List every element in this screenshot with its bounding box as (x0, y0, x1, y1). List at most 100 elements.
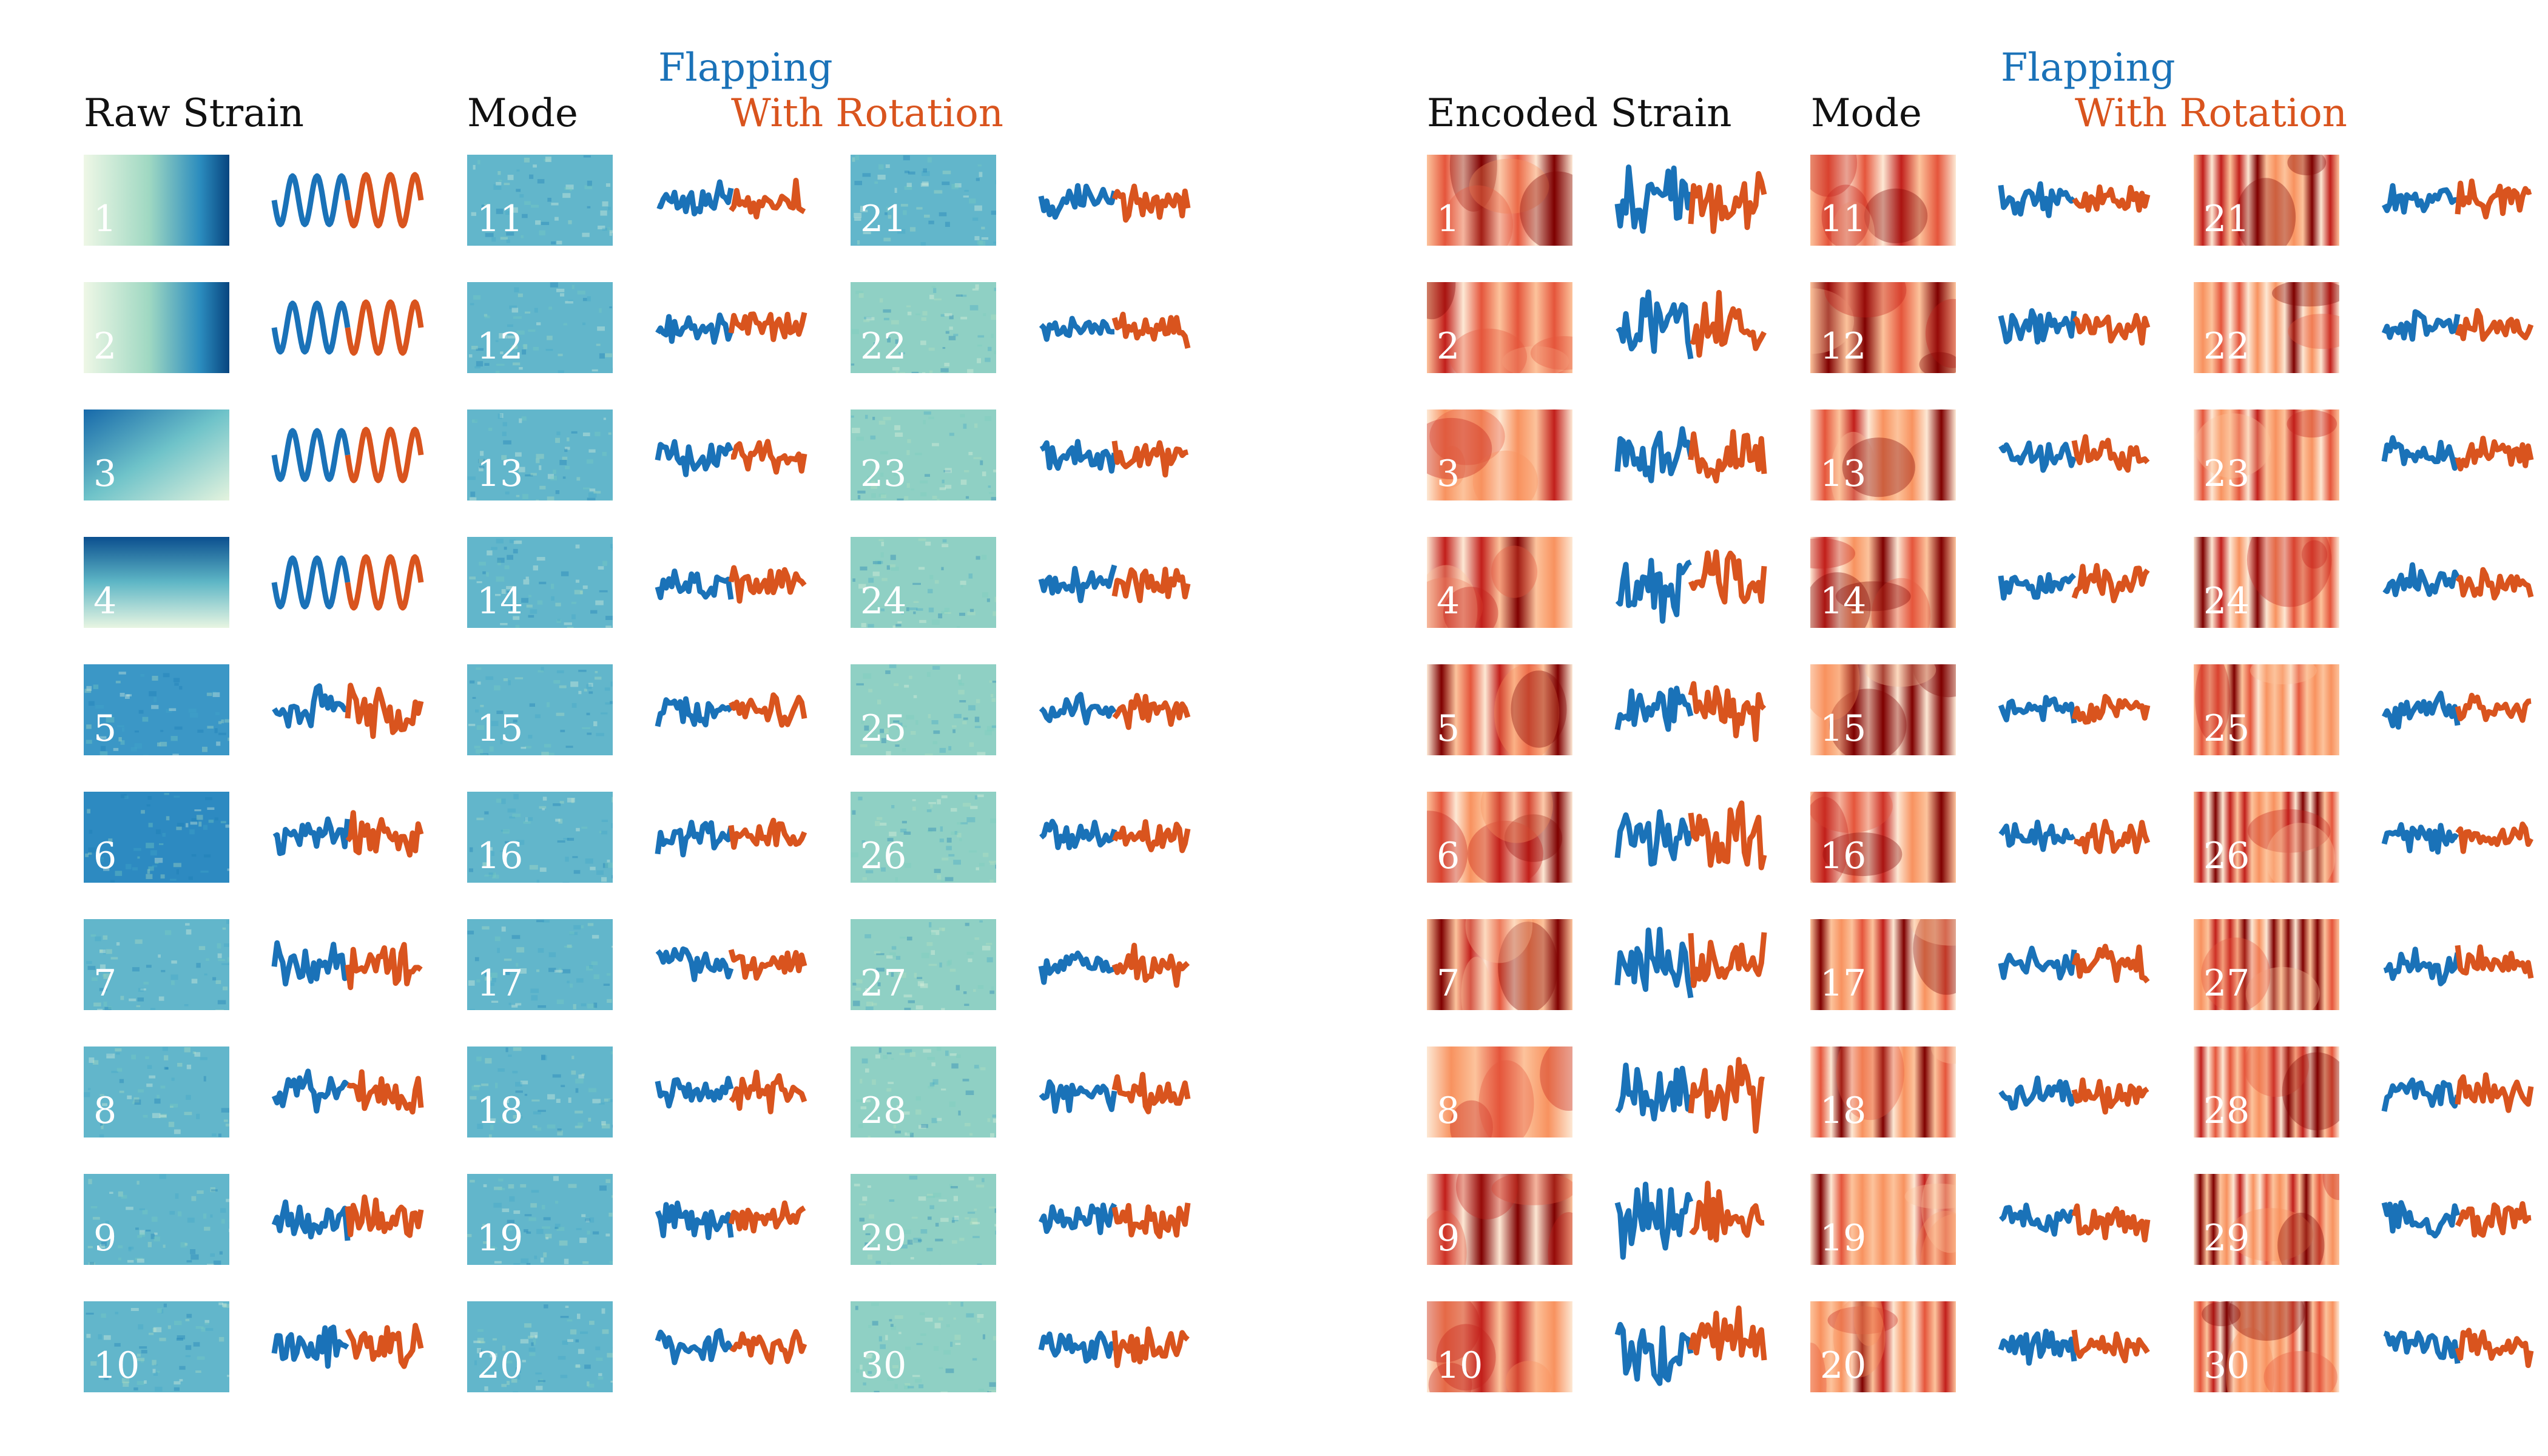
flapping-trace-line (655, 820, 734, 858)
flapping-trace-line (1998, 945, 2077, 981)
mode-number-label: 11 (1820, 198, 1867, 240)
rotation-trace-line (729, 178, 806, 220)
rotation-trace-line (728, 1200, 806, 1234)
rotation-trace-line (2455, 821, 2533, 854)
mode-number-label: 15 (477, 707, 524, 750)
raw-mode-trace (1038, 1326, 1190, 1369)
mode-number-label: 2 (93, 325, 117, 368)
flapping-trace-line (656, 179, 734, 217)
rotation-trace-line (2455, 178, 2532, 220)
rotation-trace-line (345, 172, 424, 229)
header-mode-raw: Mode (467, 91, 578, 136)
raw-mode-trace (271, 299, 424, 356)
flapping-trace-line (1614, 164, 1694, 234)
flapping-trace-line (655, 1076, 734, 1109)
raw-mode-trace (1038, 183, 1191, 223)
flapping-trace-line (1616, 289, 1694, 360)
rotation-trace-line (345, 682, 424, 740)
rotation-trace-line (728, 692, 807, 728)
raw-mode-trace (655, 946, 807, 982)
flapping-trace-line (655, 568, 734, 601)
mode-number-label: 11 (477, 198, 524, 240)
encoded-mode-image: 13 (1810, 410, 1956, 500)
raw-mode-trace (655, 1328, 807, 1366)
encoded-mode-image: 11 (1810, 155, 1956, 246)
raw-mode-trace (655, 692, 807, 728)
encoded-mode-image: 3 (1427, 410, 1572, 500)
mode-number-label: 8 (93, 1090, 117, 1132)
raw-mode-image: 24 (851, 537, 996, 628)
raw-mode-image: 20 (467, 1301, 613, 1392)
rotation-trace-line (2455, 1201, 2532, 1238)
encoded-mode-trace (2381, 308, 2534, 342)
encoded-mode-trace (1998, 693, 2151, 725)
encoded-mode-image: 26 (2194, 792, 2339, 883)
encoded-mode-trace (1615, 1057, 1765, 1134)
encoded-mode-image: 18 (1810, 1046, 1956, 1138)
encoded-mode-image: 5 (1427, 664, 1572, 755)
mode-number-label: 2 (1437, 325, 1460, 368)
raw-mode-trace (1038, 564, 1191, 604)
flapping-trace-line (271, 300, 351, 355)
rotation-trace-line (2072, 312, 2151, 346)
mode-number-label: 17 (477, 962, 524, 1005)
rotation-trace-line (1111, 567, 1191, 604)
rotation-trace-line (728, 311, 807, 342)
mode-number-label: 7 (1437, 962, 1460, 1005)
encoded-mode-image: 7 (1427, 919, 1572, 1010)
raw-mode-image: 23 (851, 410, 996, 500)
flapping-trace-line (1038, 950, 1116, 985)
flapping-trace-line (1614, 1181, 1694, 1260)
mode-number-label: 5 (1437, 707, 1460, 750)
mode-number-label: 14 (477, 580, 524, 622)
encoded-mode-image: 12 (1810, 282, 1956, 373)
mode-number-label: 27 (2203, 962, 2250, 1005)
raw-mode-image: 19 (467, 1174, 613, 1265)
flapping-trace-line (272, 816, 351, 857)
raw-mode-image: 28 (851, 1046, 996, 1138)
raw-mode-trace (1039, 692, 1191, 730)
flapping-trace-line (1615, 1062, 1694, 1122)
rotation-trace-line (1688, 549, 1767, 605)
raw-mode-image: 9 (84, 1174, 229, 1265)
rotation-trace-line (1111, 1071, 1191, 1114)
mode-number-label: 13 (1820, 453, 1867, 495)
raw-mode-trace (271, 426, 424, 484)
encoded-mode-image: 6 (1427, 792, 1572, 883)
mode-number-label: 24 (2203, 580, 2250, 622)
flapping-trace-line (2382, 562, 2460, 598)
raw-mode-trace (272, 810, 424, 858)
mode-number-label: 4 (93, 580, 117, 622)
rotation-trace-line (2071, 1329, 2150, 1364)
rotation-trace-line (2455, 944, 2534, 979)
rotation-trace-line (2071, 693, 2151, 725)
mode-number-label: 3 (1437, 453, 1460, 495)
mode-number-label: 14 (1820, 580, 1867, 622)
rotation-trace-line (345, 1194, 424, 1238)
rotation-trace-line (1111, 311, 1191, 349)
legend-flapping-encoded: Flapping (2001, 46, 2176, 90)
mode-number-label: 7 (93, 962, 117, 1005)
encoded-mode-trace (1614, 1181, 1765, 1260)
rotation-trace-line (2074, 818, 2151, 855)
raw-mode-image: 5 (84, 664, 229, 755)
rotation-trace-line (1111, 440, 1189, 478)
rotation-trace-line (2455, 567, 2534, 601)
encoded-mode-trace (1614, 926, 1767, 999)
rotation-trace-line (2455, 436, 2534, 472)
rotation-trace-line (1111, 1202, 1191, 1239)
flapping-trace-line (655, 696, 733, 727)
flapping-trace-line (272, 683, 348, 729)
mode-number-label: 29 (2203, 1217, 2250, 1259)
encoded-mode-image: 28 (2194, 1046, 2339, 1138)
encoded-mode-trace (2381, 178, 2532, 220)
encoded-mode-image: 9 (1427, 1174, 1572, 1265)
flapping-trace-line (2381, 1077, 2461, 1112)
mode-number-label: 8 (1437, 1090, 1460, 1132)
encoded-mode-image: 29 (2194, 1174, 2339, 1265)
flapping-trace-line (1614, 1322, 1694, 1386)
mode-number-label: 9 (1437, 1217, 1460, 1259)
encoded-mode-trace (1998, 943, 2150, 984)
raw-mode-image: 12 (467, 282, 613, 373)
rotation-trace-line (346, 1069, 424, 1115)
